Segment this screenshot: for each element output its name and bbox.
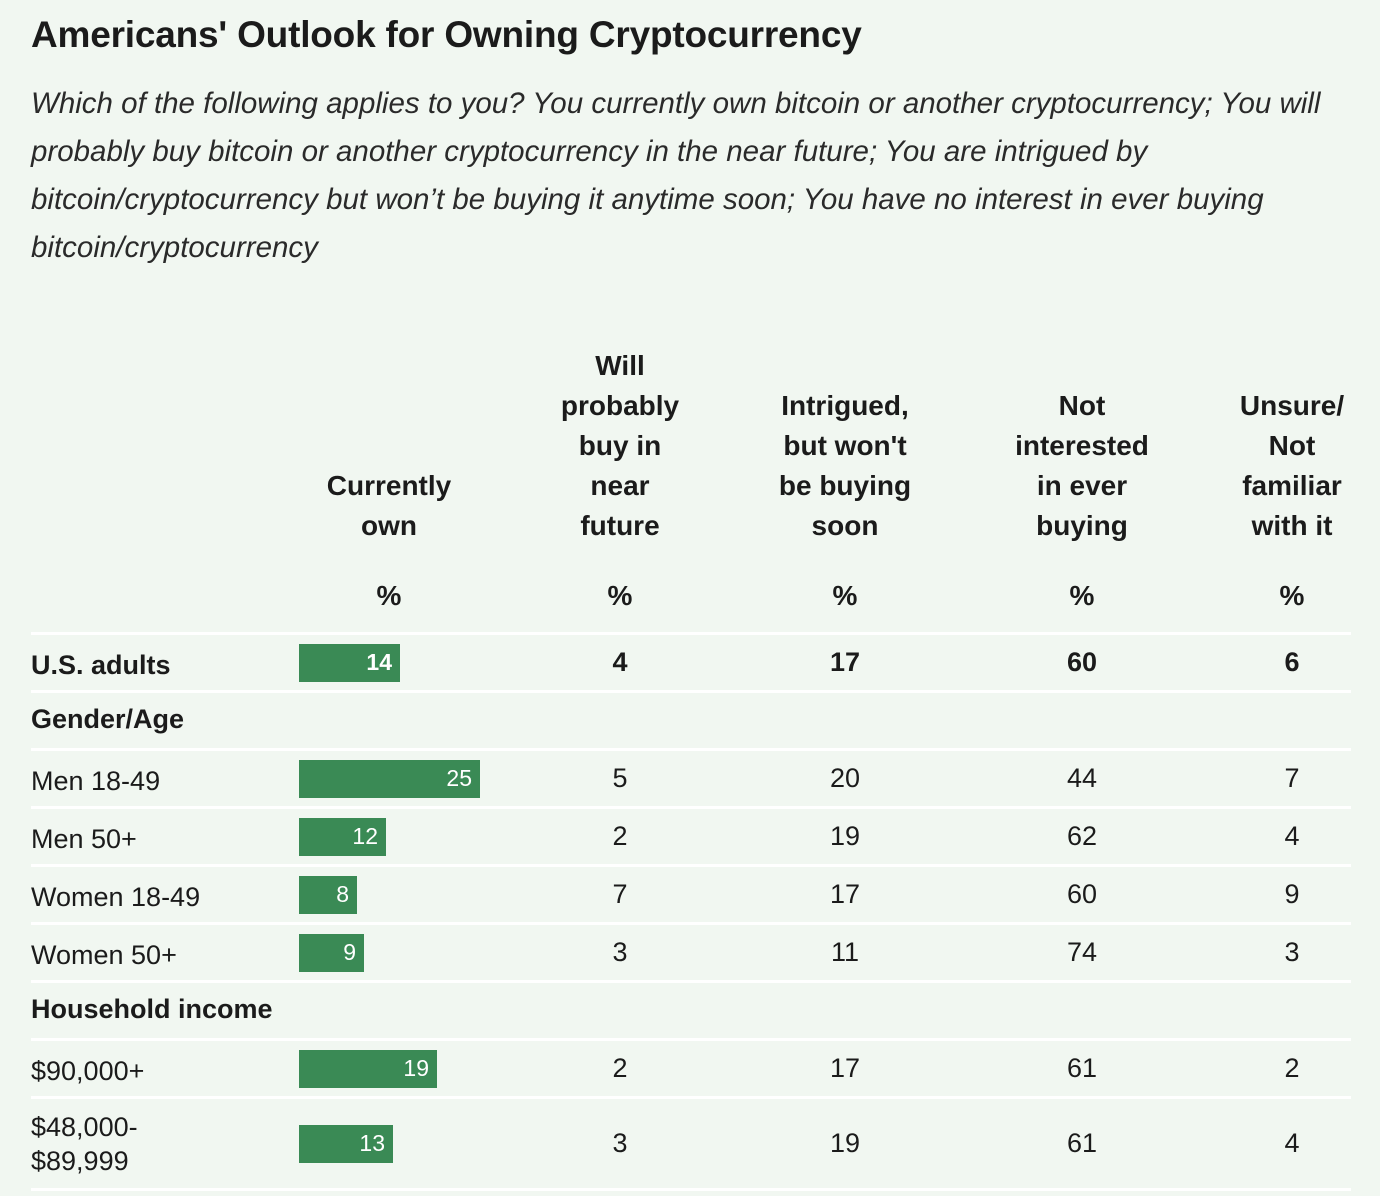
row-divider <box>31 864 1351 867</box>
cell-value: 3 <box>1284 937 1300 967</box>
column-unit-4: % <box>1069 580 1095 611</box>
table-row: $48,000- $89,999 13 3 19 61 4 <box>31 1098 1351 1190</box>
cell-value: 4 <box>1284 821 1300 851</box>
bar <box>299 934 364 972</box>
cell-value: 4 <box>1284 1128 1300 1158</box>
cell-value: 44 <box>1066 763 1098 793</box>
column-unit-3: % <box>832 580 858 611</box>
cell-value: 17 <box>829 879 861 909</box>
cell-value: 3 <box>612 937 628 967</box>
column-unit-5: % <box>1279 580 1305 611</box>
column-headers: Currently own Will probably buy in near future… <box>0 344 1380 546</box>
bar <box>299 760 480 798</box>
column-header-5: Unsure/Not familiar with it <box>1239 390 1345 541</box>
bar-data-label: 9 <box>343 939 356 965</box>
bar <box>299 818 386 856</box>
column-header-2: Will probably buy in near future <box>560 350 680 541</box>
bar-data-label: 8 <box>336 881 349 907</box>
cell-value: 20 <box>829 763 861 793</box>
cell-value: 61 <box>1066 1053 1098 1083</box>
cell-value: 2 <box>1284 1053 1300 1083</box>
bar-data-label: 19 <box>403 1055 429 1081</box>
column-unit-1: % <box>376 580 402 611</box>
cell-value: 62 <box>1066 821 1098 851</box>
cell-value: 17 <box>829 1053 861 1083</box>
cell-value: 2 <box>612 821 628 851</box>
bar <box>299 644 400 682</box>
row-divider <box>31 1038 1351 1041</box>
row-label: $48,000- $89,999 <box>31 1112 138 1176</box>
cell-value: 60 <box>1066 879 1098 909</box>
bar-data-label: 14 <box>366 649 392 675</box>
cell-value: 19 <box>829 821 861 851</box>
row-divider <box>31 1188 1351 1191</box>
group-label: Gender/Age <box>31 704 185 734</box>
row-label: U.S. adults <box>31 650 171 680</box>
cell-value: 6 <box>1284 647 1300 677</box>
table-row: U.S. adults 14 4 17 60 6 <box>31 634 1351 692</box>
bar <box>299 876 357 914</box>
row-label: Men 18-49 <box>31 766 161 796</box>
chart-subtitle: Which of the following applies to you? Y… <box>31 87 1321 264</box>
cell-value: 7 <box>1284 763 1300 793</box>
bar <box>299 1050 437 1088</box>
table-row: $90,000+ 19 2 17 61 2 <box>31 1040 1351 1098</box>
bar-data-label: 12 <box>352 823 378 849</box>
chart-title: Americans' Outlook for Owning Cryptocurr… <box>31 14 862 55</box>
cell-value: 19 <box>829 1128 861 1158</box>
table-row: Men 50+ 12 2 19 62 4 <box>31 808 1351 866</box>
cell-value: 5 <box>612 763 628 793</box>
row-divider <box>31 1096 1351 1099</box>
bar-data-label: 13 <box>359 1130 385 1156</box>
table-row: Men 18-49 25 5 20 44 7 <box>31 750 1351 808</box>
group-label: Household income <box>31 994 273 1024</box>
row-label: Women 50+ <box>31 940 177 970</box>
bar-data-label: 25 <box>446 765 472 791</box>
bar <box>299 1125 393 1163</box>
cell-value: 2 <box>612 1053 628 1083</box>
column-header-4: Not interested in ever buying <box>1015 390 1149 541</box>
column-header-3: Intrigued, but won't be buying soon <box>778 390 912 541</box>
table-row: Women 18-49 8 7 17 60 9 <box>31 866 1351 924</box>
row-label: Men 50+ <box>31 824 137 854</box>
cell-value: 7 <box>612 879 628 909</box>
row-label: $90,000+ <box>31 1056 145 1086</box>
cell-value: 61 <box>1066 1128 1098 1158</box>
cell-value: 60 <box>1066 647 1098 677</box>
table-row: Women 50+ 9 3 11 74 3 <box>31 924 1351 982</box>
column-unit-2: % <box>607 580 633 611</box>
cell-value: 17 <box>829 647 861 677</box>
row-divider <box>31 690 1351 693</box>
row-label: Women 18-49 <box>31 882 201 912</box>
row-divider <box>31 980 1351 983</box>
row-divider <box>31 922 1351 925</box>
cell-value: 74 <box>1066 937 1098 967</box>
cell-value: 11 <box>830 937 860 967</box>
column-header-1: Currently own <box>326 470 452 541</box>
row-divider <box>31 748 1351 751</box>
row-divider <box>31 806 1351 809</box>
cell-value: 3 <box>612 1128 628 1158</box>
cell-value: 9 <box>1284 879 1300 909</box>
row-divider <box>31 632 1351 635</box>
cell-value: 4 <box>612 647 628 677</box>
